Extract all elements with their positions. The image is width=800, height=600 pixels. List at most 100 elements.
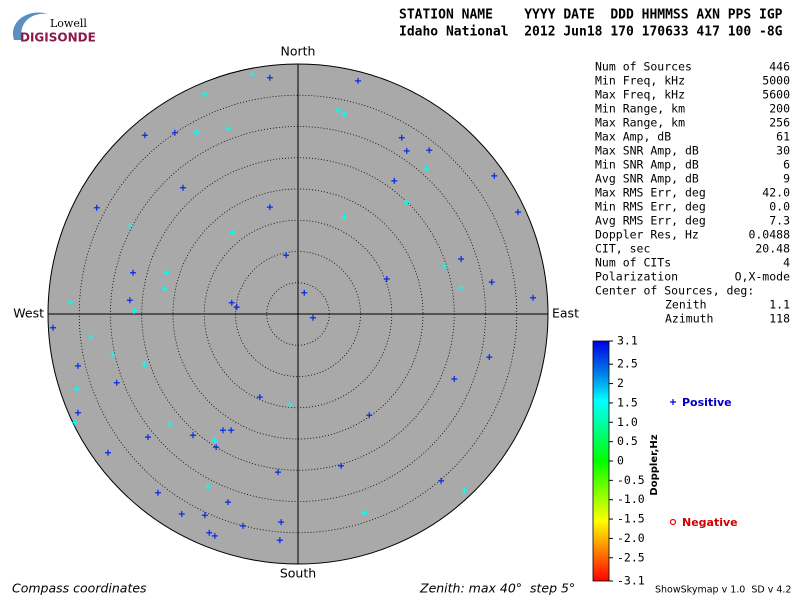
source-point <box>310 314 316 321</box>
stat-value: 5000 <box>762 74 790 88</box>
source-point <box>256 394 263 401</box>
source-point <box>126 222 133 229</box>
source-point <box>355 77 361 84</box>
source-point <box>166 421 173 427</box>
legend-positive-marker <box>670 399 676 405</box>
source-point <box>131 307 138 314</box>
source-point <box>451 376 458 382</box>
stat-label: Num of CITs <box>595 256 671 270</box>
stat-value: 0.0 <box>769 200 790 214</box>
stat-label: Max SNR Amp, dB <box>595 144 699 158</box>
center-value: 118 <box>769 312 790 326</box>
colorbar-tick-label: -3.1 <box>617 574 645 588</box>
source-point <box>403 147 410 154</box>
center-label: Zenith <box>665 298 707 312</box>
stat-value: 200 <box>769 102 790 116</box>
source-point <box>338 462 345 469</box>
source-point <box>93 204 100 211</box>
source-point <box>530 294 536 301</box>
center-value: 1.1 <box>769 298 790 312</box>
source-point <box>141 361 148 367</box>
center-label: Azimuth <box>665 312 713 326</box>
source-point <box>75 409 81 416</box>
colorbar-tick-label: 2 <box>617 376 624 390</box>
stat-label: Max Range, km <box>595 116 685 130</box>
source-point <box>228 427 235 434</box>
colorbar-tick-label: -1.0 <box>617 492 645 506</box>
source-point <box>211 437 218 444</box>
stat-label: Max Freq, kHz <box>595 88 685 102</box>
compass-label: West <box>13 306 44 321</box>
source-point <box>75 362 81 369</box>
source-point <box>230 229 236 236</box>
stat-label: CIT, sec <box>595 242 650 256</box>
source-point <box>213 444 220 451</box>
stat-value: 7.3 <box>769 214 790 228</box>
source-point <box>248 71 255 77</box>
source-point <box>341 214 348 221</box>
source-point <box>515 209 521 216</box>
stat-value: 61 <box>776 130 790 144</box>
compass-label: North <box>281 44 316 59</box>
source-point <box>171 129 178 136</box>
colorbar-tick-label: 1.0 <box>617 415 638 429</box>
source-point <box>88 334 95 341</box>
source-point <box>341 111 348 117</box>
logo-top: Lowell <box>50 17 87 30</box>
source-point <box>486 354 493 361</box>
stat-value: 42.0 <box>762 186 790 200</box>
compass-label: South <box>280 566 316 581</box>
colorbar-tick-label: 3.1 <box>617 334 638 348</box>
colorbar-tick-label: -0.5 <box>617 473 645 487</box>
colorbar-tick-label: 0.5 <box>617 434 638 448</box>
source-point <box>233 304 240 311</box>
footer-right: ShowSkymap v 1.0 SD v 4.2 <box>655 585 791 596</box>
logo-swoosh <box>12 12 48 40</box>
stat-value: 5600 <box>762 88 790 102</box>
stat-value: 4 <box>783 256 790 270</box>
source-point <box>228 299 235 306</box>
source-point <box>441 262 448 269</box>
colorbar-tick-label: 1.5 <box>617 395 638 409</box>
source-point <box>301 289 308 296</box>
source-point <box>130 269 136 276</box>
source-point <box>225 499 231 506</box>
header-line: Idaho National 2012 Jun18 170 170633 417… <box>399 25 783 40</box>
source-point <box>163 269 170 276</box>
source-point <box>361 509 368 516</box>
stat-value: 6 <box>783 158 790 172</box>
logo-bottom: DIGISONDE <box>20 31 96 45</box>
source-point <box>50 324 56 331</box>
source-point <box>403 199 410 206</box>
colorbar-tick-label: -2.0 <box>617 531 645 545</box>
stat-label: Min RMS Err, deg <box>595 200 706 214</box>
source-point <box>423 166 430 172</box>
colorbar-tick-label: 0 <box>617 454 624 468</box>
footer-middle: Zenith: max 40° step 5° <box>419 581 575 596</box>
source-point <box>286 402 293 409</box>
source-point <box>438 477 445 484</box>
stat-value: 20.48 <box>755 242 790 256</box>
stat-label: Max RMS Err, deg <box>595 186 706 200</box>
source-point <box>161 286 168 292</box>
source-point <box>201 512 208 519</box>
source-point <box>141 132 148 139</box>
source-point <box>458 256 465 262</box>
compass-label: East <box>552 306 579 321</box>
source-point <box>398 134 405 141</box>
source-point <box>110 352 116 359</box>
source-point <box>383 276 390 282</box>
source-point <box>190 432 196 439</box>
stat-label: Doppler Res, Hz <box>595 228 699 242</box>
stat-label: Avg SNR Amp, dB <box>595 172 699 186</box>
source-point <box>155 489 161 496</box>
stat-value: O,X-mode <box>735 270 790 284</box>
legend-negative-marker <box>669 518 677 526</box>
legend-negative: Negative <box>682 516 738 529</box>
source-point <box>366 412 373 419</box>
colorbar-tick-label: -1.5 <box>617 512 645 526</box>
source-point <box>113 379 120 386</box>
source-point <box>220 427 226 434</box>
source-point <box>66 299 73 306</box>
